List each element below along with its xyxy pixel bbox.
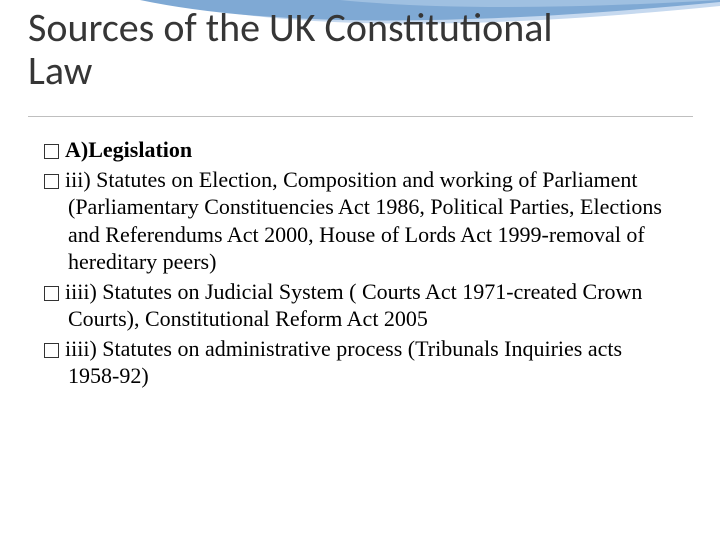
bullet-text: A)Legislation (65, 137, 192, 162)
bullet-box-icon (44, 144, 59, 159)
title-line-1: Sources of the UK Constitutional (28, 6, 692, 49)
slide: Sources of the UK Constitutional Law A)L… (0, 0, 720, 540)
body-text: A)Legislation iii) Statutes on Election,… (44, 136, 676, 392)
bullet-text: iiii) Statutes on Judicial System ( Cour… (65, 279, 642, 332)
bullet-box-icon (44, 174, 59, 189)
bullet-box-icon (44, 286, 59, 301)
bullet-item: iiii) Statutes on Judicial System ( Cour… (44, 278, 676, 333)
bullet-text: iii) Statutes on Election, Composition a… (65, 167, 662, 275)
bullet-box-icon (44, 343, 59, 358)
bullet-item: iiii) Statutes on administrative process… (44, 335, 676, 390)
slide-title: Sources of the UK Constitutional Law (28, 6, 692, 92)
title-underline (28, 116, 693, 117)
bullet-item: iii) Statutes on Election, Composition a… (44, 166, 676, 276)
bullet-text: iiii) Statutes on administrative process… (65, 336, 622, 389)
title-line-2: Law (28, 49, 692, 92)
bullet-item: A)Legislation (44, 136, 676, 164)
